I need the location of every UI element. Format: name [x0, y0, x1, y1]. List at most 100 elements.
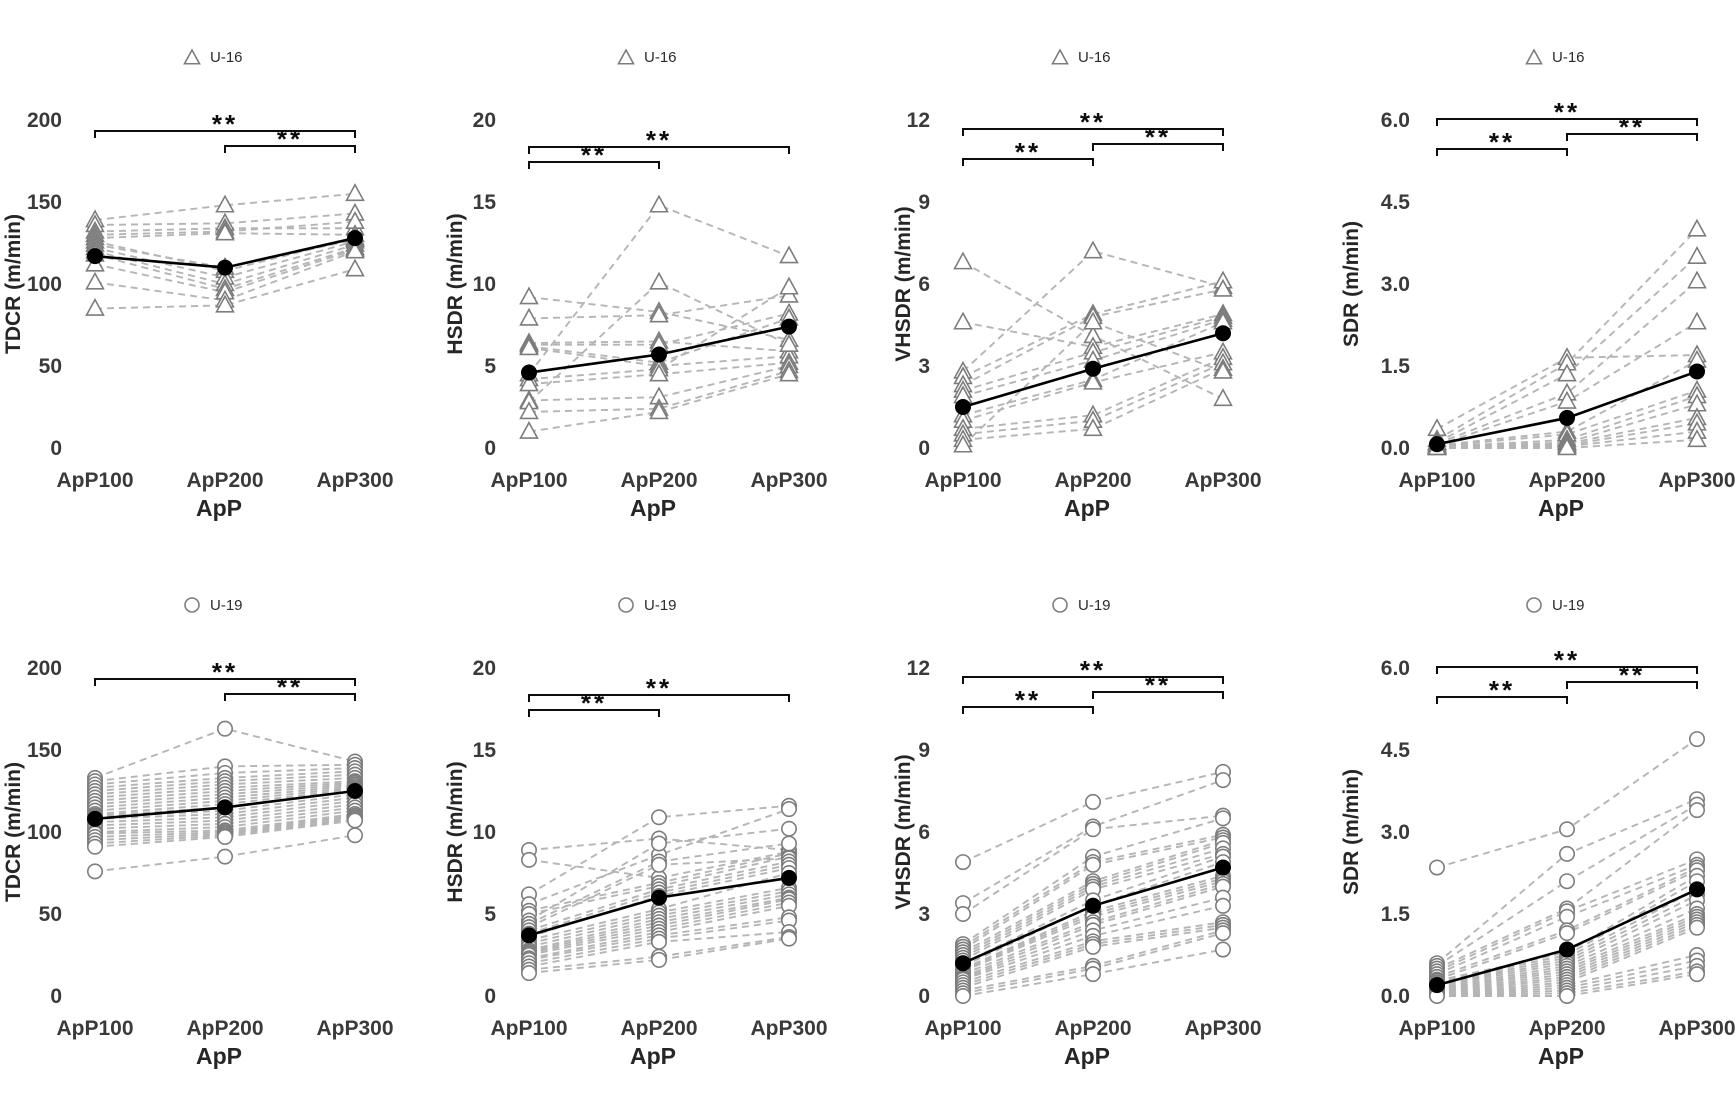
individual-line [94, 813, 356, 835]
individual-line [1436, 389, 1698, 448]
individual-line [94, 786, 356, 812]
individual-line [528, 365, 790, 402]
triangle-icon [1051, 48, 1069, 65]
mean-marker [87, 810, 103, 827]
y-tick-label: 9 [918, 191, 930, 214]
circle-marker-icon [780, 820, 797, 837]
x-tick-label: ApP100 [1398, 469, 1475, 492]
x-tick-label: ApP300 [750, 1017, 827, 1040]
individual-line [1437, 973, 1698, 997]
circle-marker-icon [1214, 772, 1231, 789]
triangle-marker-icon [779, 334, 799, 352]
chart-svg-hsdr-u16: U-16 20 15 10 5 0 HSDR (m/min) ** ** ApP100 ApP200… [444, 48, 828, 521]
y-tick-label: 3 [918, 903, 930, 926]
y-tick-label: 15 [473, 739, 497, 762]
y-axis-title: TDCR (m/min) [2, 762, 25, 902]
sig-label: ** [1080, 107, 1106, 137]
individual-line [962, 874, 1224, 970]
x-tick-label: ApP300 [1184, 1017, 1261, 1040]
individual-line [94, 834, 356, 873]
y-tick-label: 3 [918, 355, 930, 378]
circle-marker-icon [521, 965, 538, 982]
individual-line [962, 880, 1224, 973]
sig-label: ** [1619, 112, 1645, 142]
chart-panel-hsdr-u16: U-16 20 15 10 5 0 HSDR (m/min) ** ** ApP100 ApP200… [434, 0, 868, 548]
circle-marker-icon [1085, 938, 1102, 955]
triangle-marker-icon [85, 297, 105, 316]
circle-icon [184, 597, 200, 613]
y-axis-title: SDR (m/min) [1340, 769, 1363, 895]
individual-line [1436, 959, 1698, 996]
y-tick-label: 1.5 [1381, 355, 1411, 378]
sig-label: ** [1015, 137, 1041, 167]
circle-marker-icon [955, 987, 972, 1004]
individual-line [528, 296, 790, 341]
triangle-marker-icon [519, 307, 539, 326]
circle-marker-icon [955, 905, 972, 922]
circle-marker-icon [1085, 966, 1102, 983]
individual-line [962, 833, 1224, 948]
triangle-marker-icon [519, 401, 539, 420]
sig-label: ** [1619, 660, 1645, 690]
x-axis-title: ApP [1064, 1043, 1110, 1069]
individual-line [94, 770, 356, 789]
x-tick-label: ApP200 [620, 1017, 697, 1040]
circle-marker-icon [1085, 793, 1102, 810]
y-axis-title: HSDR (m/min) [444, 213, 467, 354]
circle-marker-icon [1688, 966, 1705, 983]
y-tick-label: 3.0 [1381, 273, 1410, 296]
y-tick-label: 4.5 [1381, 739, 1411, 762]
circle-marker-icon [346, 812, 363, 829]
individual-line [94, 781, 356, 802]
individual-line [94, 817, 356, 845]
individual-line [1436, 970, 1698, 997]
y-tick-label: 0 [918, 437, 930, 460]
sig-label: ** [1145, 670, 1171, 700]
sig-label: ** [1145, 122, 1171, 152]
x-tick-label: ApP100 [924, 1017, 1001, 1040]
mean-marker [521, 927, 537, 944]
legend-label: U-19 [1552, 597, 1585, 614]
individual-line [528, 370, 790, 413]
circle-marker-icon [217, 848, 234, 865]
triangle-marker-icon [1687, 311, 1707, 330]
individual-line [94, 773, 356, 792]
triangle-icon [183, 48, 201, 65]
individual-line [528, 937, 790, 974]
y-tick-label: 50 [39, 903, 62, 926]
sig-bracket [1566, 133, 1698, 141]
mean-marker [347, 230, 363, 247]
individual-line [94, 785, 356, 809]
triangle-marker-icon [345, 258, 365, 277]
triangle-marker-icon [1083, 371, 1103, 390]
x-tick-label: ApP200 [186, 469, 263, 492]
individual-line [94, 220, 356, 236]
sig-label: ** [277, 672, 303, 702]
chart-panel-sdr-u16: U-16 6.0 4.5 3.0 1.5 0.0 SDR (m/min) ** ** ** ApP1… [1302, 0, 1736, 548]
circle-marker-icon [1558, 873, 1575, 890]
circle-icon [618, 597, 634, 613]
x-tick-label: ApP200 [1528, 1017, 1605, 1040]
individual-line [94, 806, 356, 830]
mean-marker [955, 955, 971, 972]
legend-label: U-19 [644, 597, 677, 614]
mean-marker [217, 259, 233, 276]
y-tick-label: 100 [27, 821, 62, 844]
x-tick-label: ApP100 [490, 469, 567, 492]
chart-svg-sdr-u16: U-16 6.0 4.5 3.0 1.5 0.0 SDR (m/min) ** ** ** ApP1… [1340, 48, 1736, 521]
triangle-marker-icon [1687, 245, 1707, 264]
individual-line [528, 340, 790, 353]
sig-bracket [528, 694, 790, 702]
individual-line [94, 816, 356, 842]
triangle-marker-icon [953, 434, 973, 453]
sig-bracket [94, 130, 356, 138]
mean-marker [521, 364, 537, 381]
y-tick-label: 150 [27, 739, 62, 762]
sig-bracket [224, 145, 356, 153]
legend-label: U-16 [210, 49, 243, 66]
circle-marker-icon [780, 930, 797, 947]
y-tick-label: 12 [907, 657, 930, 680]
individual-line [962, 883, 1224, 976]
sig-bracket [1436, 118, 1698, 126]
triangle-marker-icon [1557, 437, 1577, 456]
